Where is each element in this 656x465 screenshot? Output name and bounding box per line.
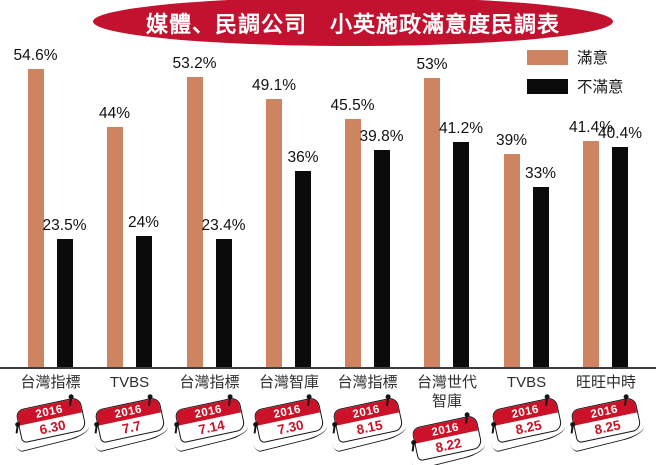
bar-group: 45.5% 39.8% 台灣指標 2016 8.15	[331, 0, 408, 465]
x-axis-baseline	[0, 367, 656, 369]
dissatisfied-bar	[532, 187, 549, 367]
satisfied-value-label: 44%	[98, 105, 131, 123]
calendar-tag: 2016 6.30	[13, 393, 91, 454]
satisfied-bar	[503, 154, 520, 367]
calendar-tag: 2016 7.30	[252, 393, 330, 454]
satisfied-value-label: 53.2%	[172, 55, 217, 73]
company-label: 台灣指標	[337, 374, 398, 391]
satisfied-value-label: 41.4%	[569, 119, 613, 137]
calendar-tag: 2016 8.15	[330, 393, 408, 454]
company-label: TVBS	[506, 374, 547, 391]
dissatisfied-value-label: 39.8%	[359, 128, 404, 146]
dissatisfied-bar	[135, 236, 152, 367]
dissatisfied-value-label: 23.5%	[42, 216, 87, 234]
legend-row-satisfied: 滿意	[527, 46, 624, 68]
bar-group: 41.4% 40.4% 旺旺中時 2016 8.25	[569, 0, 647, 465]
dissatisfied-value-label: 33%	[524, 165, 557, 183]
satisfied-bar	[186, 77, 203, 367]
satisfied-bar	[424, 78, 440, 367]
dissatisfied-value-label: 23.4%	[201, 217, 246, 235]
calendar-tag: 2016 7.14	[172, 393, 250, 454]
satisfied-bar	[27, 69, 44, 367]
dissatisfied-bar	[373, 150, 390, 367]
bar-group: 53% 41.2% 台灣世代智庫 2016 8.22	[410, 0, 488, 465]
legend-row-dissatisfied: 不滿意	[527, 75, 624, 97]
calendar-tag: 2016 8.25	[489, 393, 567, 454]
calendar-tag: 2016 8.25	[569, 393, 647, 454]
legend: 滿意 不滿意	[527, 46, 624, 104]
bar-group: 49.1% 36% 台灣智庫 2016 7.30	[252, 0, 330, 465]
company-label: 旺旺中時	[575, 374, 636, 391]
dissatisfied-value-label: 41.2%	[439, 120, 483, 138]
satisfied-bar	[266, 99, 282, 367]
dissatisfied-bar	[453, 142, 469, 367]
satisfied-value-label: 53%	[416, 56, 448, 74]
calendar-tag: 2016 8.22	[410, 411, 488, 465]
dissatisfied-bar	[295, 170, 311, 367]
bar-group: 53.2% 23.4% 台灣指標 2016 7.14	[173, 0, 250, 465]
dissatisfied-bar	[56, 238, 73, 367]
dissatisfied-bar	[215, 239, 232, 367]
calendar-tag: 2016 7.7	[92, 393, 170, 454]
page-title: 媒體、民調公司 小英施政滿意度民調表	[145, 12, 560, 37]
dissatisfied-value-label: 36%	[287, 148, 319, 166]
satisfied-swatch-icon	[527, 49, 568, 65]
dissatisfied-value-label: 24%	[127, 214, 160, 232]
company-label: 台灣指標	[179, 374, 240, 391]
satisfied-value-label: 54.6%	[13, 47, 58, 65]
company-label: TVBS	[109, 374, 150, 391]
dissatisfied-bar	[612, 146, 628, 367]
satisfied-value-label: 49.1%	[252, 77, 296, 95]
dissatisfied-value-label: 40.4%	[598, 124, 642, 142]
title-banner: 媒體、民調公司 小英施政滿意度民調表	[93, 0, 613, 46]
satisfied-value-label: 39%	[495, 132, 528, 150]
company-label: 台灣指標	[20, 374, 81, 391]
company-label: 台灣智庫	[258, 374, 319, 391]
satisfied-bar	[106, 127, 123, 367]
legend-label-satisfied: 滿意	[577, 50, 609, 67]
bar-group: 44% 24% TVBS 2016 7.7	[92, 0, 170, 465]
bar-group: 39% 33% TVBS 2016 8.25	[489, 0, 567, 465]
dissatisfied-swatch-icon	[527, 78, 568, 94]
satisfied-value-label: 45.5%	[330, 97, 375, 115]
company-label: 台灣世代智庫	[416, 374, 477, 410]
legend-label-dissatisfied: 不滿意	[577, 79, 624, 96]
satisfied-bar	[344, 119, 361, 367]
bar-group: 54.6% 23.5% 台灣指標 2016 6.30	[14, 0, 91, 465]
satisfied-bar	[583, 141, 599, 367]
